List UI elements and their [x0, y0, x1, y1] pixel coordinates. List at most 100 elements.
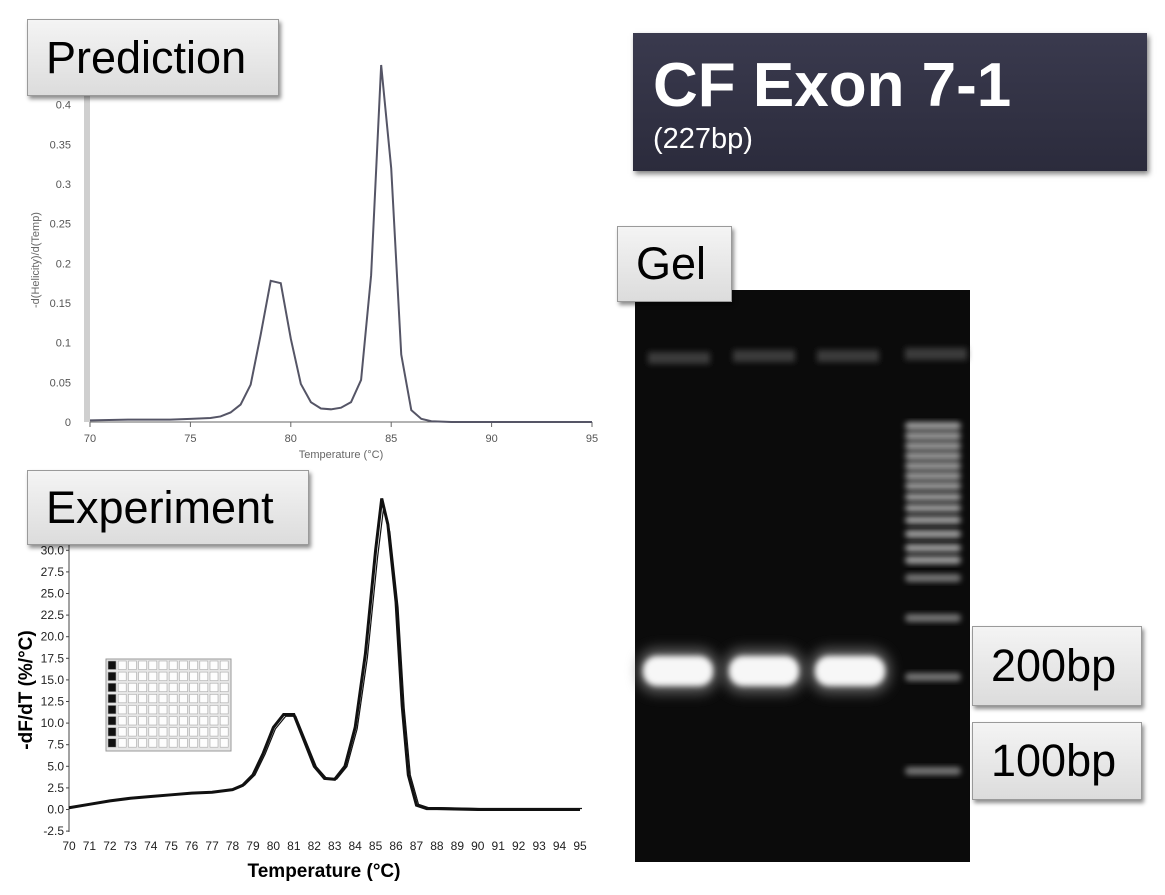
- plate-well: [219, 682, 229, 693]
- plate-well: [148, 727, 158, 737]
- prediction-x-tick-label: 70: [84, 433, 96, 445]
- experiment-x-tick-label: 92: [512, 839, 526, 853]
- plate-well: [209, 705, 219, 715]
- prediction-x-axis-label: Temperature (°C): [299, 449, 383, 461]
- gel-well: [733, 350, 795, 362]
- ladder-band: [905, 442, 961, 450]
- plate-well: [179, 716, 188, 726]
- plate-well: [179, 693, 188, 704]
- experiment-x-tick-label: 93: [532, 839, 546, 853]
- ladder-band: [905, 544, 961, 552]
- ladder-band: [905, 493, 961, 501]
- prediction-series-line: [89, 64, 592, 423]
- plate-well: [209, 727, 219, 737]
- experiment-x-tick-label: 70: [62, 839, 76, 853]
- ladder-band: [905, 504, 961, 512]
- plate-well: [117, 705, 127, 715]
- experiment-x-tick-label: 71: [83, 839, 97, 853]
- plate-well: [138, 671, 147, 681]
- prediction-y-tick-label: 0.4: [56, 100, 71, 112]
- experiment-x-tick-label: 74: [144, 839, 158, 853]
- experiment-x-tick-label: 94: [553, 839, 567, 853]
- experiment-y-tick-label: 10.0: [41, 716, 65, 730]
- plate-well: [168, 705, 178, 715]
- y-axis-bar: [84, 95, 90, 422]
- plate-well: [138, 727, 147, 737]
- plate-well: [219, 671, 229, 681]
- experiment-label: Experiment: [27, 470, 309, 545]
- prediction-y-tick-label: 0.15: [50, 298, 71, 310]
- plate-well: [179, 738, 188, 748]
- ladder-band: [905, 482, 961, 490]
- plate-well: [219, 693, 229, 704]
- plate-well: [128, 660, 137, 670]
- plate-well: [128, 705, 137, 715]
- plate-well: [138, 738, 147, 748]
- prediction-y-tick-label: 0.2: [56, 258, 71, 270]
- page-title: CF Exon 7-1: [653, 51, 1012, 120]
- experiment-x-tick-label: 89: [451, 839, 465, 853]
- sample-band: [643, 656, 713, 686]
- plate-well: [209, 671, 219, 681]
- plate-well: [179, 682, 188, 693]
- prediction-chart: 0 0.05 0.1 0.15 0.2 0.25 0.3 0.35 0.4 70 75 80 85 90…: [30, 64, 598, 461]
- plate-well: [189, 705, 198, 715]
- plate-well: [219, 705, 229, 715]
- plate-well: [189, 671, 198, 681]
- plate-well: [168, 693, 178, 704]
- experiment-y-tick-label: 20.0: [41, 630, 65, 644]
- prediction-y-tick-label: 0: [65, 417, 71, 429]
- experiment-x-tick-label: 88: [430, 839, 444, 853]
- experiment-x-tick-label: 90: [471, 839, 485, 853]
- experiment-y-tick-label: 15.0: [41, 673, 65, 687]
- prediction-y-tick-label: 0.1: [56, 338, 71, 350]
- plate-well: [219, 660, 229, 670]
- ladder-band: [905, 462, 961, 470]
- plate-well: [107, 738, 117, 748]
- plate-well: [199, 705, 209, 715]
- plate-well: [179, 660, 188, 670]
- plate-well: [107, 727, 117, 737]
- experiment-x-tick-label: 77: [205, 839, 219, 853]
- plate-well: [189, 682, 198, 693]
- plate-well: [189, 738, 198, 748]
- experiment-x-tick-label: 73: [124, 839, 138, 853]
- plate-well: [168, 682, 178, 693]
- plate-well: [128, 671, 137, 681]
- experiment-x-tick-label: 81: [287, 839, 301, 853]
- plate-well: [138, 682, 147, 693]
- gel-sample-bands: [637, 648, 891, 694]
- plate-well: [107, 705, 117, 715]
- plate-well: [158, 682, 168, 693]
- title-box: CF Exon 7-1 (227bp): [633, 33, 1147, 171]
- plate-well: [128, 738, 137, 748]
- plate-well: [209, 660, 219, 670]
- ladder-band: [905, 472, 961, 480]
- experiment-x-tick-label: 80: [267, 839, 281, 853]
- ladder-band: [905, 432, 961, 440]
- experiment-y-tick-label: 5.0: [47, 759, 64, 773]
- experiment-x-tick-label: 75: [165, 839, 179, 853]
- experiment-y-tick-label: 7.5: [47, 738, 64, 752]
- experiment-x-axis-label: Temperature (°C): [248, 861, 401, 882]
- plate-well: [179, 727, 188, 737]
- plate-well: [117, 693, 127, 704]
- experiment-chart: -2.5 0.0 2.5 5.0 7.5 10.0 12.5 15.0 17.5 20.0 22.5…: [16, 498, 587, 882]
- plate-well: [128, 716, 137, 726]
- ladder-band: [905, 516, 961, 524]
- plate-well: [209, 693, 219, 704]
- plate-well: [168, 738, 178, 748]
- plate-well: [148, 693, 158, 704]
- plate-well: [158, 705, 168, 715]
- plate-well: [168, 716, 178, 726]
- plate-well: [219, 727, 229, 737]
- prediction-y-tick-label: 0.35: [50, 139, 71, 151]
- plate-well: [117, 671, 127, 681]
- ladder-band: [905, 574, 961, 582]
- plate-well: [199, 693, 209, 704]
- plate-well: [138, 693, 147, 704]
- experiment-y-tick-label: 22.5: [41, 608, 65, 622]
- plate-well: [107, 716, 117, 726]
- plate-well: [209, 682, 219, 693]
